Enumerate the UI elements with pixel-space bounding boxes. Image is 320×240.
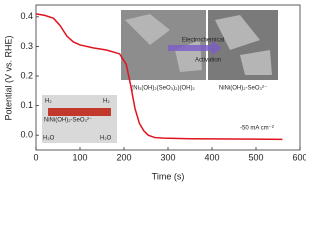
x-tick-label: 300 [160, 152, 175, 162]
x-axis-label: Time (s) [152, 171, 185, 181]
y-tick-label: 0.0 [20, 130, 33, 140]
annotation: H₂ [103, 99, 110, 105]
chart: Electrochemical Activation (Ni₃(OH)₂(SeO… [3, 4, 306, 181]
schematic-image [42, 95, 117, 143]
y-tick-label: 0.3 [20, 41, 33, 51]
y-tick-label: 0.2 [20, 70, 33, 80]
annotation: NiNi(OH)₂-SeO₃²⁻ [44, 118, 92, 124]
annotation: Activation [195, 58, 221, 64]
page: {"chart_data": {"type": "line", "x_label… [3, 4, 306, 182]
schematic-layer [48, 108, 111, 116]
annotation: NiNi(OH)₂-SeO₃²⁻ [219, 86, 267, 92]
y-axis-label: Potential (V vs. RHE) [3, 35, 13, 120]
annotation: H₂O [100, 136, 112, 142]
sem-texture [125, 14, 272, 75]
annotation: Electrochemical [182, 38, 224, 44]
annotation: (Ni₃(OH)₂(SeO₃)₂)(OH)₂ [131, 86, 195, 92]
x-tick-label: 200 [116, 152, 131, 162]
x-tick-label: 500 [248, 152, 263, 162]
x-tick-label: 100 [72, 152, 87, 162]
x-tick-label: 600 [292, 152, 306, 162]
y-tick-label: 0.4 [20, 11, 33, 21]
arrow [168, 41, 222, 55]
annotation: H₂O [43, 136, 55, 142]
x-tick-label: 0 [33, 152, 38, 162]
annotation: H₂ [45, 99, 52, 105]
x-tick-label: 400 [204, 152, 219, 162]
y-tick-label: 0.1 [20, 100, 33, 110]
line-series [35, 13, 283, 141]
annotation: -50 mA cm⁻² [240, 126, 274, 132]
